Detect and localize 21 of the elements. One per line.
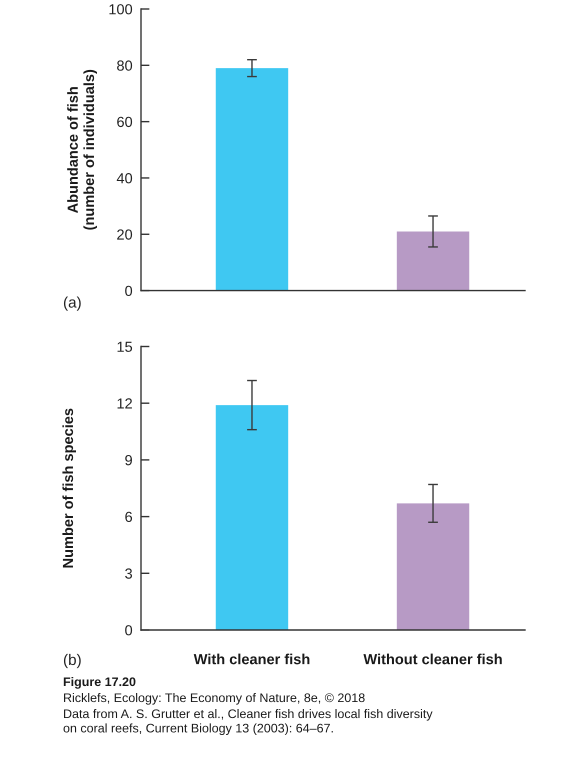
- y-tick-label: 0: [125, 625, 132, 636]
- y-tick-label: 3: [125, 568, 132, 579]
- y-tick-label: 80: [117, 60, 132, 71]
- y-tick-label: 15: [118, 342, 132, 352]
- y-tick-label: 20: [117, 229, 132, 240]
- x-tick-label: Without cleaner fish: [363, 654, 502, 664]
- text: Ricklefs, Ecology: The Economy of Nature, 8e, © 2018: [64, 693, 365, 705]
- y-tick-label: 12: [118, 398, 132, 408]
- y-axis-title: Abundance of fish (number of individuals): [67, 70, 97, 230]
- x-tick-label: With cleaner fish: [194, 654, 310, 664]
- y-tick-label: 6: [125, 512, 132, 522]
- y-tick-label: 60: [117, 116, 132, 128]
- text: (a): [64, 296, 81, 311]
- y-tick-label: 9: [125, 455, 132, 466]
- y-tick-label: 0: [125, 286, 132, 296]
- caption: Figure 17.20: [64, 677, 136, 689]
- y-tick-label: 100: [109, 4, 132, 14]
- y-axis-title: Number of fish species: [62, 408, 76, 568]
- text: Data from A. S. Grutter et al., Cleaner fish drives local fish diversity on coral reefs, Current Biology 13 (2003): 64–67.: [64, 709, 433, 736]
- text: (b): [64, 654, 81, 668]
- y-tick-label: 40: [116, 173, 132, 184]
